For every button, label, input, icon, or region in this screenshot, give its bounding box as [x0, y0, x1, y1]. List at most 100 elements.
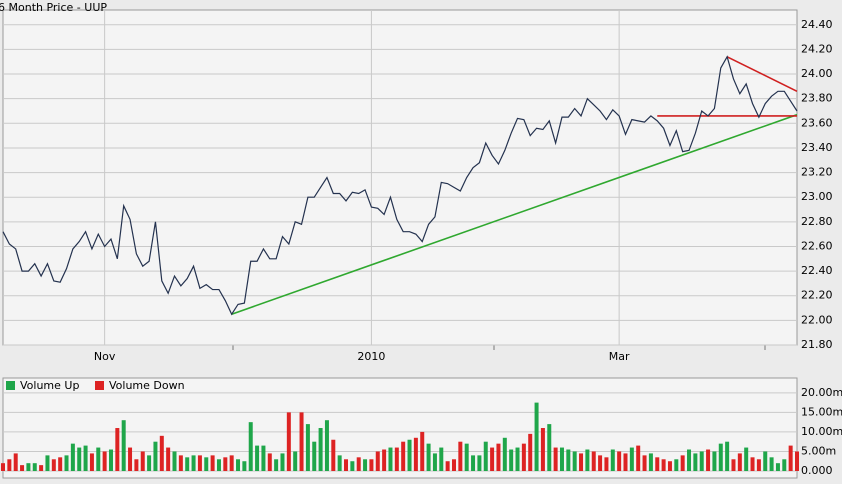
volume-bar — [115, 428, 120, 471]
y-tick-label: 0.000 — [801, 464, 833, 477]
y-tick-label: 23.20 — [801, 166, 833, 179]
y-tick-label: 24.40 — [801, 18, 833, 31]
volume-bar — [293, 451, 298, 471]
volume-bar — [598, 455, 603, 471]
volume-bar — [210, 455, 215, 471]
volume-bar — [699, 451, 704, 471]
volume-bar — [407, 439, 412, 471]
volume-bar — [617, 451, 622, 471]
volume-bar — [712, 451, 717, 471]
volume-bar — [77, 447, 82, 471]
volume-bar — [229, 455, 234, 471]
volume-bar — [667, 461, 672, 471]
volume-bar — [140, 451, 145, 471]
y-tick-label: 20.00m — [801, 386, 842, 399]
volume-bar — [566, 449, 571, 471]
volume-bar — [242, 461, 247, 471]
y-tick-label: 5.00m — [801, 444, 836, 457]
volume-bar — [591, 451, 596, 471]
volume-bar — [147, 455, 152, 471]
volume-bar — [693, 453, 698, 471]
volume-bar — [420, 431, 425, 471]
volume-bar — [305, 424, 310, 471]
volume-bar — [775, 463, 780, 471]
trend-line — [726, 56, 798, 93]
volume-bar — [204, 457, 209, 471]
volume-bar — [280, 453, 285, 471]
volume-bar — [782, 459, 787, 471]
volume-bar — [426, 443, 431, 471]
volume-bar — [579, 453, 584, 471]
volume-bar — [490, 447, 495, 471]
volume-bar — [89, 453, 94, 471]
y-tick-label: 22.00 — [801, 313, 833, 326]
y-tick-label: 21.80 — [801, 338, 833, 351]
volume-bar — [216, 459, 221, 471]
volume-bar — [1, 463, 5, 471]
volume-bar — [534, 402, 539, 471]
y-tick-label: 23.80 — [801, 92, 833, 105]
volume-bar — [737, 453, 742, 471]
volume-bar — [20, 465, 25, 471]
volume-bar — [795, 451, 799, 471]
volume-bar — [401, 441, 406, 471]
volume-bar — [432, 453, 437, 471]
volume-bar — [731, 459, 736, 471]
x-tick-label: 2010 — [357, 350, 385, 363]
volume-bar — [528, 433, 533, 471]
volume-bar — [286, 412, 291, 471]
y-tick-label: 23.00 — [801, 190, 833, 203]
volume-bar — [13, 453, 18, 471]
price-panel — [2, 9, 798, 346]
volume-bar — [7, 459, 12, 471]
volume-bar — [509, 449, 514, 471]
volume-bar — [496, 443, 501, 471]
volume-bar — [166, 447, 171, 471]
volume-bar — [661, 459, 666, 471]
volume-bar — [64, 455, 69, 471]
volume-bar — [629, 447, 634, 471]
legend-swatch — [6, 381, 15, 390]
volume-bar — [128, 447, 133, 471]
volume-bar — [331, 439, 336, 471]
volume-bar — [337, 455, 342, 471]
y-tick-label: 24.00 — [801, 67, 833, 80]
volume-bar — [83, 445, 88, 471]
volume-bar — [744, 447, 749, 471]
volume-bar — [394, 447, 399, 471]
legend-swatch — [95, 381, 104, 390]
volume-bar — [299, 412, 304, 471]
volume-bar — [464, 443, 469, 471]
volume-bar — [261, 445, 266, 471]
volume-bar — [445, 461, 450, 471]
volume-bar — [655, 457, 660, 471]
legend-label: Volume Up — [20, 379, 79, 392]
volume-bar — [267, 453, 272, 471]
volume-bar — [604, 457, 609, 471]
volume-bar — [255, 445, 260, 471]
volume-bar — [718, 443, 723, 471]
volume-bar — [585, 449, 590, 471]
volume-bar — [274, 459, 279, 471]
y-tick-label: 22.80 — [801, 215, 833, 228]
volume-bar — [223, 457, 228, 471]
y-tick-label: 23.60 — [801, 116, 833, 129]
y-tick-label: 22.20 — [801, 289, 833, 302]
volume-bar — [547, 424, 552, 471]
volume-bar — [356, 457, 361, 471]
chart-title: 6 Month Price - UUP — [0, 1, 107, 14]
volume-bar — [623, 453, 628, 471]
volume-bar — [642, 455, 647, 471]
volume-bar — [451, 459, 456, 471]
y-tick-label: 22.40 — [801, 264, 833, 277]
volume-bar — [725, 441, 730, 471]
volume-bar — [483, 441, 488, 471]
volume-bar — [763, 451, 768, 471]
volume-bar — [674, 459, 679, 471]
volume-bar — [248, 422, 253, 471]
volume-bar — [502, 437, 507, 471]
volume-bar — [121, 420, 126, 471]
price-line — [2, 55, 798, 316]
volume-bar — [680, 455, 685, 471]
